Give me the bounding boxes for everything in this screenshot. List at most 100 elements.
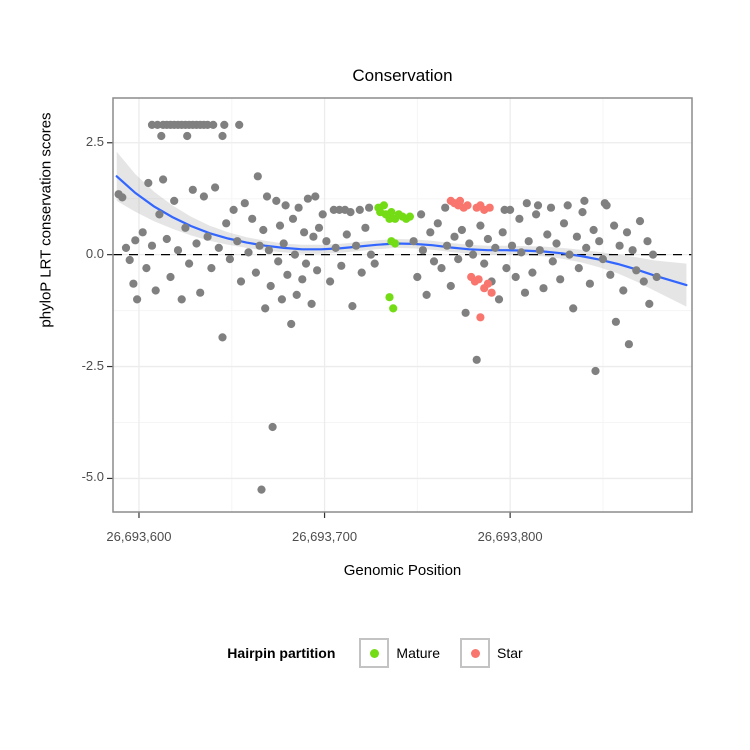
point-other (268, 422, 277, 432)
point-other (585, 279, 595, 288)
point-other (288, 214, 298, 223)
point-other (507, 241, 517, 250)
point-other (142, 264, 151, 273)
point-other (251, 268, 260, 277)
point-other (598, 255, 608, 264)
point-other (480, 259, 489, 268)
chart-title: Conservation (352, 66, 453, 85)
point-other (255, 241, 264, 250)
point-other (222, 219, 231, 228)
point-other (121, 243, 131, 252)
point-other (307, 299, 316, 308)
point-other (476, 221, 485, 230)
point-other (539, 284, 548, 293)
point-other (546, 203, 556, 212)
point-other (352, 241, 361, 250)
point-other (366, 250, 376, 259)
point-other (287, 319, 296, 329)
point-other (635, 217, 645, 226)
point-other (225, 255, 234, 264)
point-other (520, 288, 530, 297)
point-other (595, 237, 604, 246)
y-tick-label: 2.5 (85, 133, 104, 149)
point-other (199, 192, 208, 201)
y-tick-label: 0.0 (85, 245, 104, 261)
point-other (357, 268, 366, 277)
point-other (277, 295, 286, 304)
point-other (292, 290, 301, 299)
point-other (259, 225, 268, 235)
point-other (185, 259, 194, 268)
point-other (441, 203, 450, 212)
point-other (173, 246, 183, 255)
legend-key-mature (359, 638, 390, 668)
point-other (192, 239, 201, 248)
point-other (203, 232, 212, 241)
point-other (131, 236, 140, 245)
point-star (483, 279, 492, 288)
point-other (266, 281, 275, 291)
point-other (559, 219, 569, 228)
point-other (294, 203, 303, 212)
point-other (144, 178, 153, 188)
point-other (437, 264, 446, 273)
point-other (166, 272, 175, 282)
legend-item-star: Star (460, 638, 523, 668)
point-other (552, 239, 561, 248)
point-other (622, 228, 632, 237)
point-other (442, 241, 452, 250)
point-other (138, 228, 147, 237)
point-other (235, 120, 244, 129)
point-other (517, 248, 526, 257)
point-other (628, 246, 637, 255)
point-other (244, 248, 253, 257)
point-other (543, 230, 552, 239)
point-mature (387, 208, 396, 217)
point-other (565, 250, 574, 259)
point-other (610, 221, 619, 230)
point-other (274, 257, 283, 266)
point-other (506, 205, 515, 214)
point-other (472, 355, 481, 364)
point-other (257, 485, 266, 494)
point-other (303, 194, 312, 203)
point-other (275, 221, 285, 230)
point-other (283, 270, 292, 279)
point-mature (385, 293, 394, 302)
point-other (457, 225, 466, 235)
point-other (578, 208, 587, 217)
point-other (311, 192, 320, 201)
point-other (300, 228, 309, 237)
point-other (611, 317, 621, 326)
point-other (218, 131, 227, 141)
y-tick-label: -2.5 (81, 357, 104, 373)
point-other (569, 304, 578, 313)
legend-key-star (460, 638, 490, 668)
point-other (645, 299, 654, 308)
point-other (177, 295, 186, 304)
point-other (624, 340, 634, 349)
point-other (236, 277, 246, 286)
point-other (209, 120, 218, 129)
point-other (322, 237, 331, 246)
point-other (409, 237, 418, 246)
legend-title: Hairpin partition (227, 645, 336, 661)
y-tick-label: -5.0 (81, 469, 104, 485)
point-star (485, 203, 494, 212)
point-other (446, 281, 455, 291)
point-mature (389, 304, 398, 313)
point-other (211, 183, 220, 192)
point-other (461, 308, 470, 317)
point-other (281, 201, 290, 210)
point-other (159, 175, 168, 184)
point-other (170, 196, 179, 205)
point-star (455, 196, 465, 205)
point-other (563, 201, 572, 210)
point-other (298, 275, 307, 284)
point-other (418, 246, 427, 255)
point-other (417, 210, 426, 219)
legend: Hairpin partition Mature Star (0, 638, 750, 668)
point-other (147, 241, 157, 250)
point-other (253, 172, 262, 181)
point-other (229, 205, 238, 214)
